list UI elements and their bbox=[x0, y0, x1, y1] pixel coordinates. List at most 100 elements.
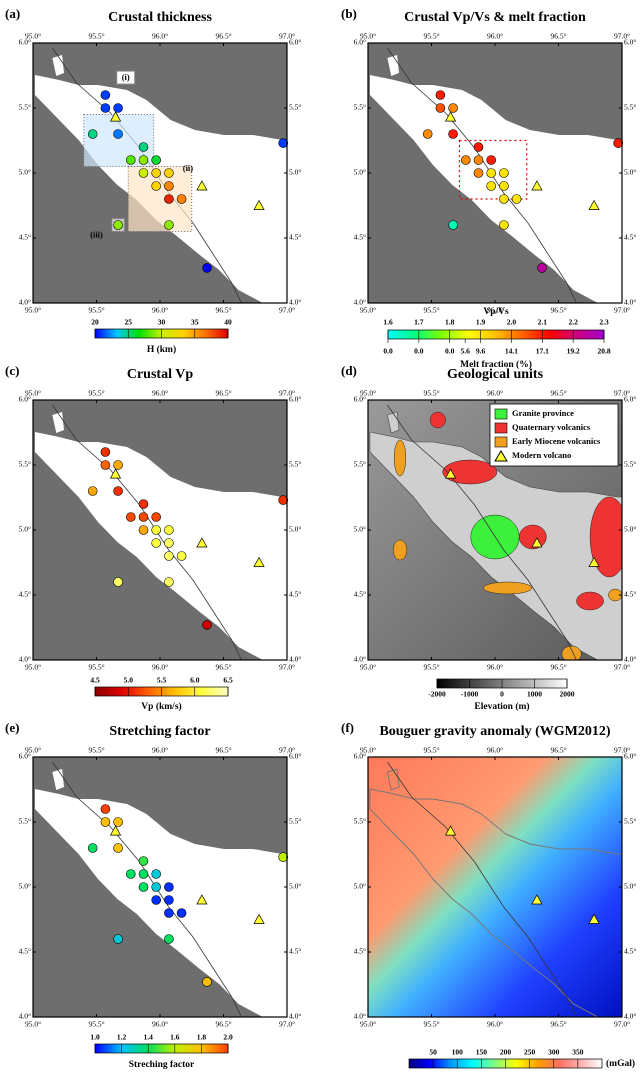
volcano bbox=[531, 537, 543, 548]
colorbar-tick-label: 30 bbox=[158, 318, 166, 327]
colorbar-step bbox=[213, 687, 216, 696]
station bbox=[176, 551, 187, 561]
colorbar-tick-label: 5.5 bbox=[157, 676, 167, 685]
colorbar-tick-label: 25 bbox=[125, 318, 133, 327]
colorbar-step bbox=[519, 330, 524, 339]
colorbar-step bbox=[225, 1044, 229, 1053]
colorbar-step bbox=[165, 329, 169, 338]
colorbar-step bbox=[473, 679, 476, 688]
station bbox=[100, 817, 111, 827]
colorbar-step bbox=[411, 330, 416, 339]
station bbox=[448, 103, 458, 113]
colorbar-step bbox=[428, 330, 433, 339]
colorbar-step bbox=[421, 1059, 425, 1068]
colorbar-step bbox=[223, 1044, 227, 1053]
colorbar-step bbox=[460, 1059, 464, 1068]
colorbar-step bbox=[478, 1059, 482, 1068]
colorbar-step bbox=[409, 1059, 413, 1068]
colorbar-step bbox=[192, 1044, 196, 1053]
x-tick-label: 95.0° bbox=[25, 746, 41, 755]
colorbar-step bbox=[155, 687, 158, 696]
colorbar-step bbox=[97, 1044, 100, 1053]
panel-label: (a) bbox=[5, 6, 20, 21]
colorbar-step bbox=[388, 330, 392, 339]
station bbox=[613, 138, 623, 148]
colorbar-step bbox=[213, 1044, 216, 1053]
y-tick-label: 6.0° bbox=[19, 752, 31, 761]
colorbar-step bbox=[149, 1044, 152, 1053]
colorbar-tick-label: 0 bbox=[500, 690, 504, 699]
colorbar-step bbox=[146, 687, 150, 696]
x-tick-label: 97.0° bbox=[614, 1020, 630, 1029]
colorbar-step bbox=[153, 687, 156, 696]
station bbox=[138, 142, 149, 152]
legend-swatch bbox=[494, 422, 508, 434]
x-tick-label: 95.0° bbox=[25, 389, 41, 398]
colorbar-step bbox=[562, 1059, 567, 1068]
colorbar-step bbox=[546, 330, 551, 339]
colorbar-step bbox=[528, 679, 531, 688]
x-tick-label: 95.5° bbox=[88, 389, 104, 398]
y-tick-label: 5.5° bbox=[19, 817, 31, 826]
colorbar-step bbox=[394, 330, 399, 339]
colorbar-step bbox=[203, 1044, 206, 1053]
colorbar-step bbox=[209, 1044, 212, 1053]
colorbar-step bbox=[151, 329, 154, 338]
colorbar-tick-label: 1000 bbox=[527, 690, 542, 699]
colorbar-tick-label: 50 bbox=[429, 1048, 437, 1057]
geo-unit bbox=[561, 645, 582, 660]
y-tick-label: 4.5° bbox=[354, 233, 366, 242]
colorbar-step bbox=[563, 330, 568, 339]
colorbar-step bbox=[516, 330, 521, 339]
colorbar-step bbox=[522, 679, 525, 688]
colorbar-step bbox=[119, 1044, 123, 1053]
colorbar-step bbox=[103, 687, 106, 696]
colorbar-step bbox=[540, 679, 544, 688]
colorbar-step bbox=[412, 1059, 416, 1068]
colorbar-label: Elevation (m) bbox=[474, 701, 529, 712]
colorbar-step bbox=[142, 1044, 146, 1053]
x-tick-label: 97.0° bbox=[279, 306, 295, 315]
colorbar-step bbox=[510, 679, 513, 688]
colorbar-step bbox=[505, 1059, 509, 1068]
colorbar-step bbox=[453, 679, 456, 688]
colorbar-step bbox=[577, 1059, 582, 1068]
colorbar-tick-label: 1.9 bbox=[476, 318, 486, 327]
x-tick-label: 96.0° bbox=[152, 746, 168, 755]
colorbar-step bbox=[463, 1059, 467, 1068]
station bbox=[473, 168, 484, 178]
colorbar-tick-label: 100 bbox=[452, 1048, 464, 1057]
colorbar-step bbox=[391, 330, 396, 339]
colorbar-step bbox=[550, 679, 554, 688]
colorbar-step bbox=[153, 1044, 156, 1053]
x-tick-label: 95.0° bbox=[25, 32, 41, 41]
colorbar-step bbox=[138, 687, 142, 696]
y-tick-label: 5.0° bbox=[289, 525, 301, 534]
colorbar-step bbox=[568, 1059, 573, 1068]
colorbar-step bbox=[209, 329, 212, 338]
colorbar-step bbox=[485, 679, 489, 688]
x-tick-label: 96.5° bbox=[550, 306, 566, 315]
colorbar-step bbox=[153, 329, 156, 338]
colorbar-step bbox=[157, 329, 160, 338]
colorbar-step bbox=[497, 679, 501, 688]
x-tick-label: 95.5° bbox=[423, 663, 439, 672]
y-tick-label: 6.0° bbox=[289, 395, 301, 404]
colorbar-step bbox=[514, 1059, 518, 1068]
station bbox=[202, 263, 212, 273]
station bbox=[164, 577, 174, 587]
colorbar-step bbox=[565, 1059, 570, 1068]
colorbar-step bbox=[553, 1059, 558, 1068]
colorbar-step bbox=[559, 1059, 564, 1068]
colorbar-step bbox=[600, 330, 605, 339]
colorbar-step bbox=[196, 687, 200, 696]
station bbox=[448, 220, 458, 230]
colorbar-step bbox=[109, 329, 113, 338]
volcano bbox=[109, 825, 122, 836]
panel-label: (e) bbox=[5, 720, 19, 735]
melt-tick-label: 0.0 bbox=[445, 347, 455, 356]
colorbar-step bbox=[101, 329, 104, 338]
y-tick-label: 6.0° bbox=[354, 38, 366, 47]
colorbar-step bbox=[198, 687, 202, 696]
colorbar-step bbox=[514, 679, 517, 688]
